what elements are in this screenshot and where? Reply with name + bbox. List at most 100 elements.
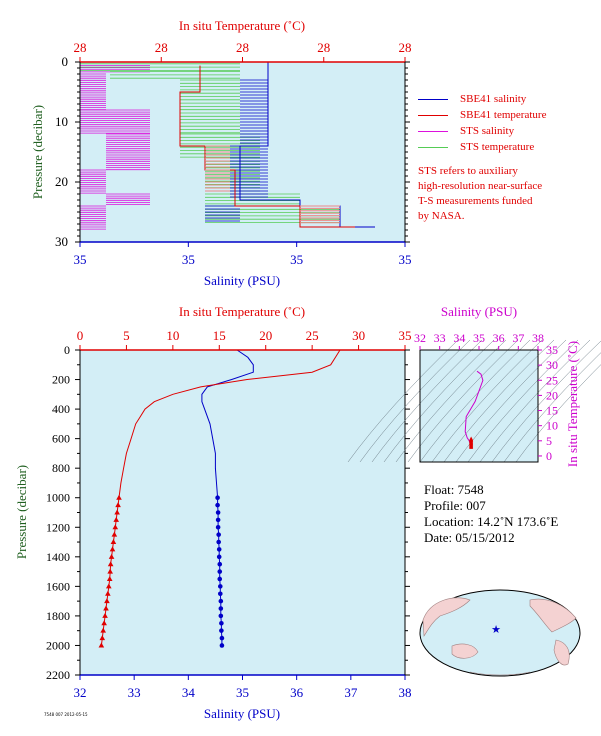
main-plot-area	[80, 350, 405, 675]
salinity-point	[217, 569, 223, 574]
temperature-point	[100, 627, 107, 633]
salinity-point	[218, 613, 224, 619]
ts-sal-tick-label: 38	[532, 331, 544, 345]
main-pressure-tick-label: 1000	[46, 491, 70, 505]
salinity-point	[219, 643, 225, 648]
main-temp-tick-label: 20	[259, 328, 272, 343]
profile-number: Profile: 007	[424, 498, 486, 513]
top-sal-tick-label: 35	[182, 252, 195, 267]
ts-sal-tick-label: 34	[453, 331, 465, 345]
main-sal-tick-label: 34	[182, 685, 196, 700]
main-temp-tick-label: 0	[77, 328, 84, 343]
top-sal-tick-label: 35	[74, 252, 87, 267]
temperature-point	[104, 598, 110, 604]
salinity-point	[215, 510, 221, 515]
top-sal-tick-label: 35	[399, 252, 412, 267]
temperature-point	[116, 494, 122, 500]
salinity-point	[215, 517, 221, 523]
note-line: T-S measurements funded	[418, 195, 533, 207]
ts-sal-tick-label: 37	[512, 331, 524, 345]
salinity-point	[215, 495, 220, 501]
float-id: Float: 7548	[424, 482, 484, 497]
ts-density-contour	[347, 339, 459, 463]
top-pressure-tick-label: 20	[55, 174, 68, 189]
top-temp-tick-label: 28	[399, 40, 412, 55]
legend-swatch	[418, 130, 448, 132]
temperature-point	[107, 561, 114, 567]
main-temp-tick-label: 10	[166, 328, 179, 343]
legend-item: SBE41 salinity	[418, 91, 546, 107]
ts-sal-tick-label: 33	[434, 331, 446, 345]
legend-swatch	[418, 98, 448, 100]
main-ticks: 0 5 10 15 20 25 30 35 32 33 34 35 36 37 38 0 200 400 600 80…	[46, 328, 412, 700]
main-temp-tick-label: 30	[352, 328, 365, 343]
top-sal-tick-label: 35	[290, 252, 303, 267]
salinity-point	[218, 606, 224, 611]
legend-label: SBE41 temperature	[460, 109, 547, 121]
ts-temp-tick-label: 0	[546, 449, 552, 463]
note-line: by NASA.	[418, 210, 465, 222]
temperature-point	[112, 524, 119, 530]
salinity-point	[216, 532, 221, 537]
main-y-title: Pressure (decibar)	[14, 465, 29, 559]
salinity-point	[219, 620, 224, 626]
salinity-point	[215, 502, 220, 508]
main-pressure-tick-label: 2200	[46, 668, 70, 682]
main-pressure-tick-label: 2000	[46, 638, 70, 652]
salinity-point	[219, 635, 225, 641]
top-temp-tick-label: 28	[74, 40, 87, 55]
main-sal-tick-label: 35	[236, 685, 249, 700]
main-pressure-tick-label: 200	[52, 373, 70, 387]
main-sal-tick-label: 36	[290, 685, 304, 700]
salinity-point	[216, 539, 221, 545]
main-pressure-tick-label: 1800	[46, 609, 70, 623]
note-line: high-resolution near-surface	[418, 180, 543, 192]
ts-temp-tick-label: 10	[546, 419, 558, 433]
main-temp-tick-label: 5	[123, 328, 130, 343]
temperature-point	[110, 539, 117, 545]
salinity-point	[217, 584, 223, 589]
ts-density-contour	[431, 339, 543, 463]
salinity-point	[218, 598, 224, 604]
temperature-point	[107, 568, 113, 574]
main-pressure-tick-label: 600	[52, 432, 70, 446]
main-pressure-tick-label: 1600	[46, 579, 70, 593]
ts-x-title: Salinity (PSU)	[441, 304, 517, 319]
ts-density-contour	[359, 339, 471, 463]
ts-density-contour	[503, 352, 601, 463]
ts-traces	[464, 370, 484, 449]
salinity-point	[217, 561, 223, 567]
main-traces	[98, 349, 341, 648]
top-y-title: Pressure (decibar)	[30, 105, 45, 199]
ts-density-contour	[419, 339, 531, 463]
top-x-top-title: In situ Temperature (˚C)	[179, 18, 305, 33]
salinity-point	[216, 547, 222, 552]
ts-sal-tick-label: 36	[493, 331, 505, 345]
ts-density-contour	[491, 340, 601, 463]
main-panel: 0 5 10 15 20 25 30 35 32 33 34 35 36 37 38 0 200 400 600 80…	[14, 304, 412, 721]
temperature-point	[101, 620, 107, 626]
temperature-point	[113, 516, 120, 522]
sts-note: STS refers to auxiliary high-resolution …	[418, 164, 598, 224]
main-pressure-tick-label: 1400	[46, 550, 70, 564]
salinity-point	[217, 576, 223, 582]
main-temp-tick-label: 15	[213, 328, 226, 343]
sbe41-salinity-line	[239, 62, 375, 228]
ts-temp-tick-label: 15	[546, 404, 558, 418]
main-pressure-tick-label: 400	[52, 402, 70, 416]
top-legend: SBE41 salinity SBE41 temperature STS sal…	[418, 91, 546, 155]
date: Date: 05/15/2012	[424, 530, 515, 545]
main-pressure-tick-label: 800	[52, 461, 70, 475]
legend-swatch	[418, 114, 448, 116]
ts-density-contour	[407, 339, 519, 463]
temperature-point	[111, 531, 118, 537]
ts-temp-tick-label: 20	[546, 388, 558, 402]
salinity-point	[217, 591, 223, 597]
map-australia	[451, 643, 479, 659]
salinity-point	[215, 524, 221, 530]
temperature-point	[109, 546, 116, 552]
temperature-point	[108, 553, 115, 559]
